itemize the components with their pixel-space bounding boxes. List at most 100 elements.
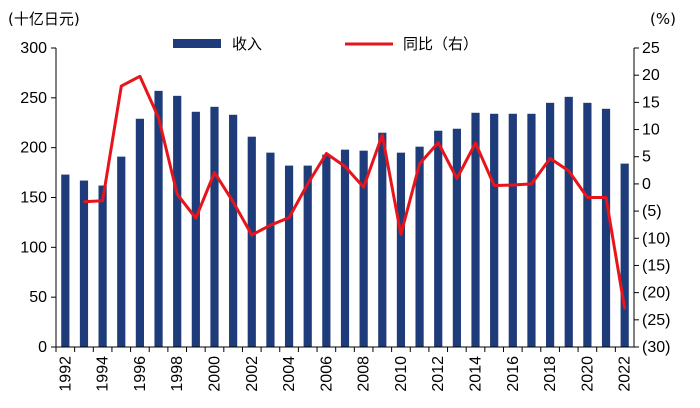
yoy-point-1995: [120, 85, 123, 87]
legend-bar-swatch: [173, 39, 221, 48]
x-tick-label: 2002: [244, 356, 261, 392]
bar-2014: [471, 112, 480, 348]
x-tick-label: 1994: [95, 356, 112, 392]
legend-line-label: 同比（右）: [403, 35, 478, 53]
right-tick-label: (25): [642, 312, 670, 329]
yoy-point-2016: [512, 184, 514, 186]
yoy-point-2017: [530, 183, 533, 185]
legend: 收入 同比（右）: [173, 35, 478, 53]
x-tick-label: 1998: [169, 356, 186, 392]
left-tick-label: 300: [20, 40, 47, 57]
yoy-point-2012: [437, 141, 440, 144]
bar-1995: [117, 156, 126, 347]
bar-1999: [191, 111, 200, 347]
yoy-point-1999: [195, 217, 197, 219]
bar-2007: [340, 149, 350, 347]
yoy-point-2020: [586, 196, 589, 199]
yoy-point-2004: [288, 216, 290, 219]
yoy-point-2015: [493, 184, 495, 187]
right-tick-label: 10: [642, 122, 660, 139]
yoy-point-2009: [381, 134, 384, 136]
bar-1996: [135, 118, 145, 347]
yoy-point-2001: [232, 201, 234, 203]
bar-2013: [452, 128, 461, 347]
bar-1998: [173, 95, 182, 347]
right-tick-label: 0: [642, 176, 651, 193]
right-tick-label: 15: [642, 94, 660, 111]
bar-2012: [434, 130, 443, 347]
yoy-point-2006: [325, 152, 328, 155]
x-tick-label: 2000: [206, 356, 223, 392]
bar-2010: [396, 152, 406, 347]
left-tick-label: 100: [20, 239, 47, 256]
x-tick-label: 2022: [617, 356, 634, 392]
bar-2021: [601, 108, 611, 348]
bar-2016: [508, 113, 517, 347]
x-tick-label: 2020: [579, 356, 596, 392]
x-tick-label: 1996: [132, 356, 149, 392]
right-tick-label: (5): [642, 203, 662, 220]
left-axis-unit-label: (十亿日元): [8, 10, 80, 28]
left-tick-label: 0: [38, 339, 47, 356]
right-tick-label: (10): [642, 230, 670, 247]
bar-2004: [284, 165, 294, 347]
x-tick-label: 1992: [57, 356, 74, 392]
yoy-point-1998: [176, 193, 178, 196]
bar-2000: [210, 106, 219, 347]
bar-2009: [378, 132, 387, 347]
yoy-point-2022: [623, 308, 626, 310]
right-tick-label: 25: [642, 40, 660, 57]
yoy-point-2005: [306, 183, 309, 185]
x-tick-label: 2012: [430, 356, 447, 392]
yoy-point-2021: [605, 196, 607, 199]
bar-2022: [620, 163, 629, 347]
bar-series: [61, 90, 629, 348]
bar-2018: [545, 102, 555, 347]
yoy-point-2014: [474, 142, 477, 144]
yoy-point-1997: [157, 116, 160, 119]
x-tick-label: 2008: [356, 356, 373, 392]
yoy-point-2010: [400, 233, 402, 236]
bar-2003: [266, 152, 275, 347]
yoy-point-2007: [344, 165, 346, 168]
yoy-point-2011: [418, 162, 421, 165]
bar-2020: [583, 102, 592, 347]
bar-2008: [359, 150, 368, 347]
left-tick-label: 50: [29, 289, 47, 306]
right-tick-label: 20: [642, 67, 660, 84]
right-tick-label: 5: [642, 149, 651, 166]
yoy-point-2008: [362, 186, 365, 188]
bar-2006: [322, 154, 331, 347]
bar-1993: [79, 180, 89, 347]
yoy-line: [83, 74, 627, 310]
x-tick-label: 2004: [281, 356, 298, 392]
yoy-point-2018: [549, 157, 551, 160]
bar-1992: [61, 174, 70, 347]
x-tick-label: 2006: [318, 356, 335, 392]
bar-2015: [490, 113, 499, 347]
x-tick-label: 2010: [393, 356, 410, 392]
bar-2017: [527, 113, 536, 347]
right-tick-label: (20): [642, 285, 670, 302]
legend-bar-label: 收入: [232, 35, 262, 53]
yoy-point-2013: [456, 177, 458, 180]
right-tick-label: (15): [642, 257, 670, 274]
x-tick-label: 2016: [505, 356, 522, 392]
yoy-point-2019: [567, 170, 570, 172]
yoy-point-1993: [83, 201, 85, 203]
bar-1997: [154, 90, 163, 348]
bar-2001: [229, 114, 238, 347]
bar-2005: [303, 165, 312, 347]
x-tick-label: 2014: [468, 356, 485, 392]
yoy-point-2000: [213, 171, 216, 174]
yoy-point-1996: [139, 75, 141, 78]
left-tick-label: 150: [20, 190, 47, 207]
right-axis-unit-label: (%): [650, 10, 676, 28]
yoy-point-2002: [250, 234, 253, 236]
left-tick-label: 200: [20, 140, 47, 157]
left-tick-label: 250: [20, 90, 47, 107]
axes: [51, 47, 639, 352]
bar-2019: [564, 96, 573, 347]
